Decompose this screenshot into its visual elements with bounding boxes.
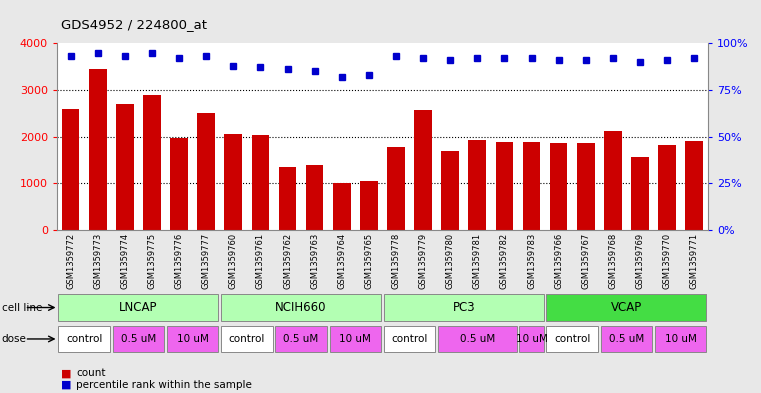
Text: PC3: PC3 <box>453 301 475 314</box>
Bar <box>469 140 486 230</box>
Bar <box>170 138 188 230</box>
Text: 10 uM: 10 uM <box>177 334 209 344</box>
Bar <box>306 165 323 230</box>
Bar <box>221 326 272 352</box>
Bar <box>384 294 543 321</box>
Text: LNCAP: LNCAP <box>119 301 158 314</box>
Bar <box>523 142 540 230</box>
Bar <box>62 108 79 230</box>
Bar <box>275 326 326 352</box>
Text: 0.5 uM: 0.5 uM <box>609 334 644 344</box>
Bar <box>631 157 649 230</box>
Bar <box>333 183 351 230</box>
Bar <box>658 145 676 230</box>
Bar <box>279 167 296 230</box>
Text: control: control <box>66 334 103 344</box>
Text: 0.5 uM: 0.5 uM <box>121 334 156 344</box>
Text: control: control <box>228 334 265 344</box>
Bar <box>600 326 652 352</box>
Bar <box>59 294 218 321</box>
Bar <box>167 326 218 352</box>
Text: control: control <box>391 334 428 344</box>
Bar <box>116 104 134 230</box>
Bar <box>252 135 269 230</box>
Text: dose: dose <box>2 334 27 344</box>
Text: cell line: cell line <box>2 303 42 312</box>
Text: VCAP: VCAP <box>611 301 642 314</box>
Bar <box>604 130 622 230</box>
Text: control: control <box>554 334 591 344</box>
Text: 0.5 uM: 0.5 uM <box>460 334 495 344</box>
Text: 10 uM: 10 uM <box>339 334 371 344</box>
Bar <box>414 110 432 230</box>
Bar <box>143 95 161 230</box>
Bar <box>113 326 164 352</box>
Bar <box>387 147 405 230</box>
Text: 10 uM: 10 uM <box>515 334 547 344</box>
Bar <box>59 326 110 352</box>
Text: NCIH660: NCIH660 <box>275 301 326 314</box>
Bar <box>546 294 706 321</box>
Bar <box>224 134 242 230</box>
Bar <box>441 151 459 230</box>
Text: 10 uM: 10 uM <box>664 334 696 344</box>
Bar <box>519 326 543 352</box>
Bar <box>655 326 706 352</box>
Text: percentile rank within the sample: percentile rank within the sample <box>76 380 252 390</box>
Bar <box>549 143 568 230</box>
Text: ■: ■ <box>61 368 72 378</box>
Bar <box>221 294 381 321</box>
Bar <box>89 69 107 230</box>
Bar <box>360 181 377 230</box>
Bar <box>495 142 513 230</box>
Bar <box>197 113 215 230</box>
Bar <box>438 326 517 352</box>
Text: GDS4952 / 224800_at: GDS4952 / 224800_at <box>61 18 207 31</box>
Text: 0.5 uM: 0.5 uM <box>283 334 319 344</box>
Bar <box>546 326 598 352</box>
Bar <box>384 326 435 352</box>
Bar <box>686 141 703 230</box>
Text: count: count <box>76 368 106 378</box>
Bar <box>330 326 381 352</box>
Text: ■: ■ <box>61 380 72 390</box>
Bar <box>577 143 594 230</box>
